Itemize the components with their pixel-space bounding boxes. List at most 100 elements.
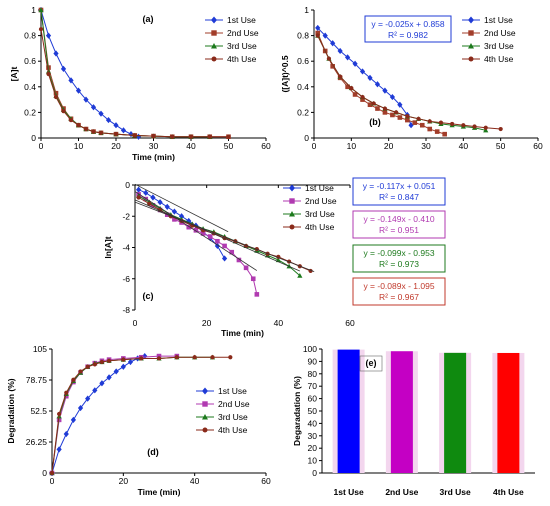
data-point <box>113 122 119 129</box>
data-point <box>68 77 74 84</box>
data-point <box>172 217 177 222</box>
data-point <box>193 228 199 233</box>
panel-label: (d) <box>147 447 159 457</box>
data-point <box>330 40 336 47</box>
data-point <box>405 114 410 119</box>
data-point <box>483 127 489 133</box>
y-tick-label: -6 <box>122 274 130 284</box>
equation-text: y = -0.089x - 1.095 <box>363 281 434 291</box>
data-point <box>46 71 51 77</box>
bar-4 <box>497 352 520 473</box>
equation-text: y = -0.099x - 0.953 <box>363 248 434 258</box>
bar-1 <box>337 349 360 473</box>
y-tick-label: -2 <box>122 211 130 221</box>
data-point <box>68 117 74 123</box>
legend-marker <box>289 198 295 204</box>
data-point <box>337 47 343 55</box>
y-tick-label: -4 <box>122 243 130 253</box>
x-tick-label: 40 <box>274 318 284 328</box>
data-point <box>297 273 303 278</box>
legend-marker <box>211 56 217 62</box>
data-point <box>405 117 410 123</box>
chart-panel-b: 0 10 20 30 40 50 60 0 0.2 0.4 0.6 0.8 1 ([A]t)^0.5 (b)… <box>280 5 543 151</box>
data-point <box>229 249 235 255</box>
y-tick-label: 105 <box>33 344 47 354</box>
data-point <box>53 94 59 100</box>
data-point <box>461 123 466 128</box>
series-line-4 <box>51 356 231 474</box>
x-tick-label: 40 <box>459 141 469 151</box>
data-point <box>236 257 242 263</box>
data-point <box>71 377 76 382</box>
data-point <box>143 196 149 202</box>
y-tick-label: 0.6 <box>24 56 36 66</box>
data-point <box>99 359 105 365</box>
data-point <box>174 355 179 360</box>
data-point <box>63 393 69 399</box>
data-point <box>57 411 62 417</box>
y-tick-label: 78.75 <box>26 375 48 385</box>
data-point <box>192 355 197 360</box>
legend-marker <box>202 427 208 433</box>
trend-line <box>134 201 315 273</box>
data-point <box>99 380 105 387</box>
y-tick-label: 0 <box>125 180 130 190</box>
data-point <box>76 123 81 128</box>
x-tick-label: 60 <box>261 476 271 486</box>
x-tick-label: 0 <box>50 476 55 486</box>
r2-text: R² = 0.973 <box>379 259 419 269</box>
data-point <box>394 110 399 115</box>
legend-marker <box>211 16 217 24</box>
legend-label: 4th Use <box>227 54 257 64</box>
data-point <box>61 109 66 114</box>
chart-panel-c: 0 20 40 60 -8 -6 -4 -2 0 Time (min) ln[A]t (c) 1st U… <box>103 177 446 338</box>
data-point <box>416 116 421 121</box>
x-tick-label: 30 <box>149 141 159 151</box>
data-point <box>397 115 403 120</box>
y-tick-label: 70 <box>308 381 318 391</box>
data-point <box>408 122 414 129</box>
equation-box <box>352 177 446 206</box>
legend-label: 3rd Use <box>484 41 514 51</box>
data-point <box>371 101 376 106</box>
data-point <box>210 355 215 360</box>
r2-text: R² = 0.951 <box>379 225 419 235</box>
data-point <box>397 101 403 108</box>
data-point <box>326 56 332 61</box>
data-point <box>157 199 163 206</box>
data-point <box>178 213 185 220</box>
x-category-label: 1st Use <box>334 487 365 497</box>
x-axis-label: Time (min) <box>221 328 264 338</box>
data-point <box>92 362 97 367</box>
data-point <box>483 125 488 130</box>
data-point <box>330 64 335 69</box>
data-point <box>64 390 69 395</box>
data-point <box>75 87 82 94</box>
data-point <box>147 201 152 206</box>
data-point <box>427 119 432 124</box>
x-tick-label: 10 <box>347 141 357 151</box>
data-point <box>221 255 228 262</box>
data-point <box>450 121 455 127</box>
legend-label: 3rd Use <box>218 412 248 422</box>
data-point <box>498 126 503 132</box>
data-point <box>98 130 104 135</box>
legend-label: 1st Use <box>218 386 247 396</box>
data-point <box>352 60 358 67</box>
data-point <box>254 292 260 297</box>
y-tick-label: 1 <box>31 5 36 15</box>
legend-marker <box>202 414 208 420</box>
y-tick-label: 1 <box>304 5 309 15</box>
legend-label: 2nd Use <box>484 28 516 38</box>
data-point <box>91 129 96 134</box>
y-tick-label: 20 <box>308 443 318 453</box>
data-point <box>382 110 388 115</box>
data-point <box>70 416 76 423</box>
data-point <box>360 94 365 100</box>
legend-marker <box>289 224 295 230</box>
data-point <box>98 110 104 117</box>
legend-label: 1st Use <box>305 183 334 193</box>
y-tick-label: -8 <box>122 305 130 315</box>
data-point <box>374 81 381 88</box>
